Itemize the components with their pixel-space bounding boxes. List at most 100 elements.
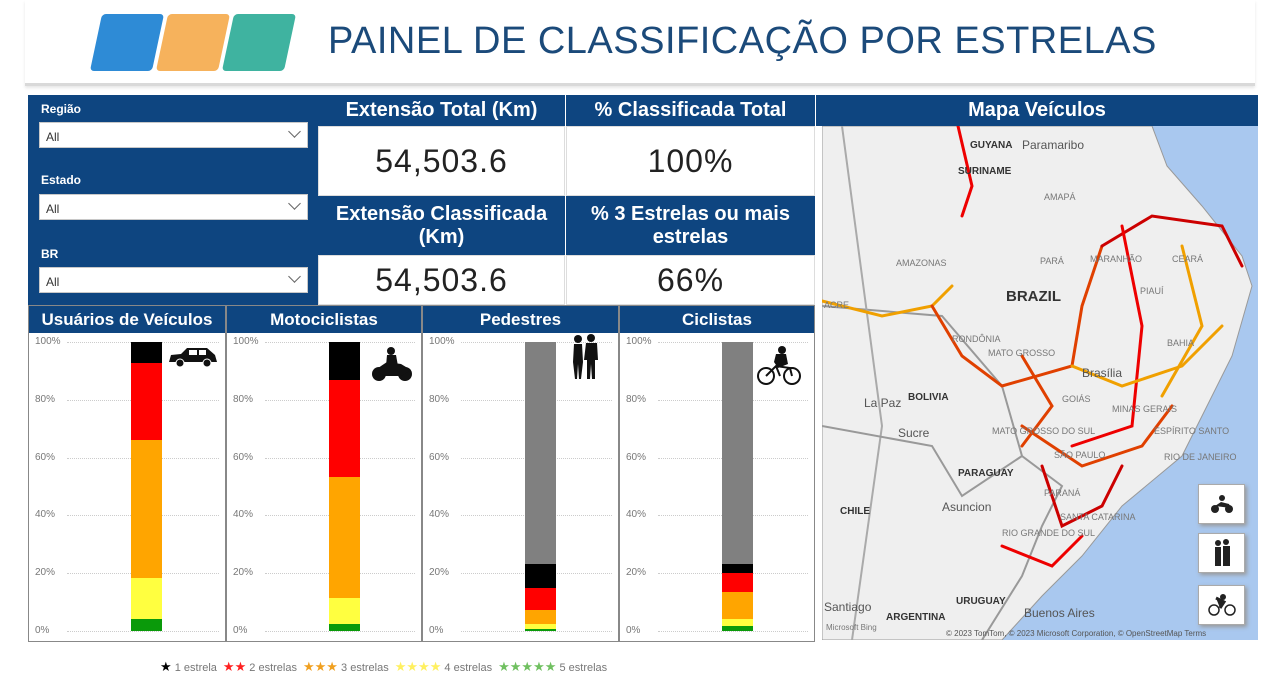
y-tick-label: 40% [626,509,647,521]
chart-title: Motociclistas [227,306,421,333]
bicycle-map-button[interactable] [1198,585,1245,625]
road-line [1020,404,1174,468]
y-tick-label: 20% [429,567,450,579]
card-title-extensao-total: Extensão Total (Km) [318,95,565,126]
map-label: SÃO PAULO [1054,450,1106,460]
bar-segment-3-estrelas[interactable] [525,609,556,625]
card-title-classificada-total: % Classificada Total [566,95,815,126]
regiao-dropdown[interactable]: All [39,122,308,148]
y-tick-label: 40% [429,509,450,521]
bar-segment-não-classificado[interactable] [525,342,556,564]
bicycle-icon [1207,594,1236,616]
chart-panel: Ciclistas 0% 20% 40% 60% 80% 100% [619,305,815,642]
map-label: BRAZIL [1006,288,1061,305]
map-label: AMAPÁ [1044,192,1076,202]
bar-segment-3-estrelas[interactable] [722,591,753,619]
bar-segment-4-estrelas[interactable] [329,598,360,625]
bar-segment-3-estrelas[interactable] [329,476,360,599]
card-title-3-estrelas: % 3 Estrelas ou mais estrelas [566,196,815,255]
header [25,0,1255,86]
bar-segment-5-estrelas[interactable] [329,624,360,631]
estado-dropdown[interactable]: All [39,194,308,220]
map-label: Buenos Aires [1024,606,1095,620]
map-label: Asuncion [942,500,992,514]
y-tick-label: 0% [35,625,50,636]
star-icon: ★ [160,659,172,674]
border-line [822,425,1023,498]
metro-logo-icon [221,14,297,71]
map-label: ARGENTINA [886,612,946,623]
road-line [1000,534,1084,568]
bar-segment-3-estrelas[interactable] [131,440,162,579]
bar-segment-4-estrelas[interactable] [525,624,556,629]
bar-segment-5-estrelas[interactable] [525,628,556,631]
y-tick-label: 20% [626,567,647,579]
y-tick-label: 60% [429,451,450,463]
bar-segment-2-estrelas[interactable] [722,572,753,592]
chevron-down-icon [288,270,301,283]
map-label: URUGUAY [956,596,1006,607]
road-line [956,126,974,218]
legend-label: 4 estrelas [444,662,493,674]
bar-segment-4-estrelas[interactable] [722,618,753,627]
filter-label-br: BR [41,247,59,261]
card-value-extensao-total: 54,503.6 [318,126,565,196]
y-tick-label: 80% [626,393,647,405]
map-label: GOIÁS [1062,394,1091,404]
estado-value: All [46,202,60,216]
bar-segment-2-estrelas[interactable] [329,379,360,477]
map-label: AMAZONAS [896,258,947,268]
card-value-extensao-classificada: 54,503.6 [318,255,565,305]
map-label: Sucre [898,426,930,440]
gridline [265,631,415,632]
y-tick-label: 100% [233,336,259,347]
bar-segment-5-estrelas[interactable] [131,619,162,631]
map-vehicles[interactable]: GUYANA Paramaribo SURINAME AMAPÁ AMAZONAS PAR… [822,126,1258,640]
pedestrians-map-button[interactable] [1198,533,1245,573]
bar-segment-2-estrelas[interactable] [525,587,556,610]
border-line [841,126,884,640]
bar-segment-1-estrela[interactable] [525,563,556,588]
regiao-value: All [46,130,60,144]
filters-panel: Região All Estado All BR All [28,95,318,305]
y-tick-label: 80% [429,393,450,405]
map-label: MINAS GERAIS [1112,404,1178,414]
y-tick-label: 100% [626,336,652,347]
map-label: ESPÍRITO SANTO [1154,426,1230,436]
y-tick-label: 80% [35,393,56,405]
y-tick-label: 0% [626,625,641,636]
y-tick-label: 0% [233,625,248,636]
map-title: Mapa Veículos [816,95,1258,126]
map-attribution[interactable]: © 2023 TomTom, © 2023 Microsoft Corporat… [946,629,1207,638]
motorcycle-map-button[interactable] [1198,484,1245,524]
y-tick-label: 60% [626,451,647,463]
bar-segment-não-classificado[interactable] [722,342,753,564]
bar-segment-2-estrelas[interactable] [131,363,162,441]
filter-label-regiao: Região [41,102,82,116]
bar-segment-1-estrela[interactable] [722,563,753,573]
bar-segment-4-estrelas[interactable] [131,578,162,620]
map-label: CHILE [840,506,870,517]
chevron-down-icon [288,125,301,138]
legend-item: ★★★ 3 estrelas [303,659,389,674]
star-icon: ★★ [222,659,247,674]
road-line [1020,354,1054,448]
map-canvas [822,126,1253,640]
bar-segment-5-estrelas[interactable] [722,626,753,631]
bar-segment-1-estrela[interactable] [329,342,360,380]
map-label: PARANÁ [1044,488,1081,498]
ship-logo-icon [89,14,165,71]
motorcycle-icon [1210,495,1233,513]
page-title: PAINEL DE CLASSIFICAÇÃO POR ESTRELAS [328,20,1157,62]
map-label: BAHIA [1167,338,1195,348]
legend-item: ★★ 2 estrelas [222,659,297,674]
map-label: MATO GROSSO DO SUL [992,426,1096,436]
map-label: ACRE [824,300,850,310]
border-line [822,305,1064,640]
map-label: RIO GRANDE DO SUL [1002,528,1096,538]
gridline [67,631,219,632]
motorcycle-icon [371,346,413,387]
card-value-3-estrelas: 66% [566,255,815,305]
bar-segment-1-estrela[interactable] [131,342,162,364]
br-dropdown[interactable]: All [39,267,308,293]
